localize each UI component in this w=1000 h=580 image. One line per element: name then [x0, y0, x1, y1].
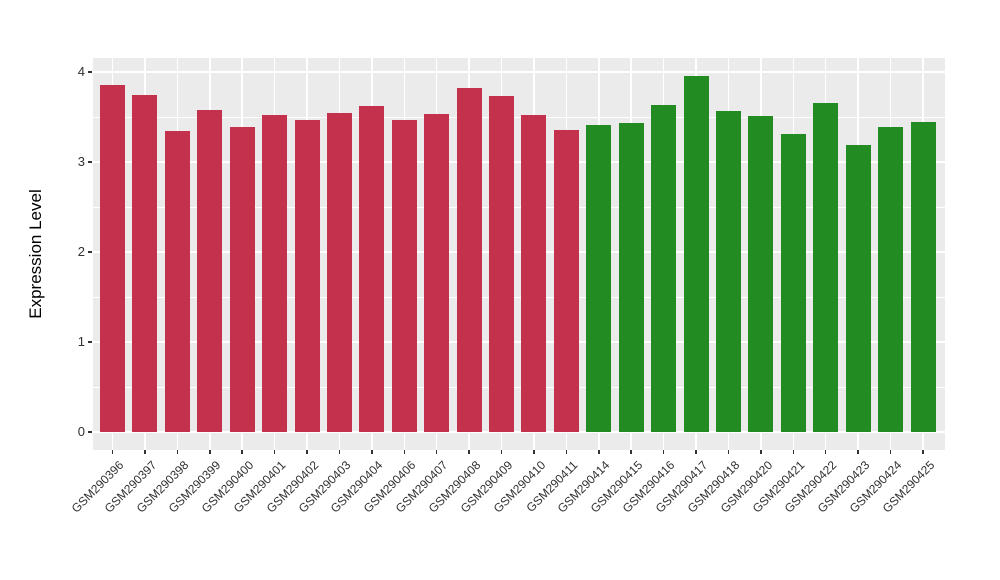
x-tick-mark: [565, 450, 568, 454]
x-tick-mark: [857, 450, 859, 454]
x-tick-mark: [630, 450, 632, 454]
bar-GSM290425: [910, 122, 936, 432]
x-tick-mark: [889, 450, 892, 454]
x-tick-mark: [533, 450, 535, 454]
bar-GSM290417: [683, 75, 709, 432]
bar-GSM290402: [294, 119, 320, 432]
x-tick-mark: [144, 450, 146, 454]
bar-GSM290409: [489, 96, 515, 432]
x-tick-mark: [111, 450, 114, 454]
bar-GSM290411: [553, 129, 579, 432]
bar-GSM290406: [391, 119, 417, 432]
x-tick-mark: [792, 450, 795, 454]
x-tick-mark: [371, 450, 373, 454]
x-tick-mark: [403, 450, 406, 454]
bar-GSM290396: [100, 84, 125, 432]
x-tick-mark: [176, 450, 179, 454]
x-tick-mark: [273, 450, 276, 454]
x-tick-mark: [922, 450, 924, 454]
bar-GSM290404: [359, 106, 385, 432]
y-tick-mark: [88, 251, 92, 253]
gridline-minor: [93, 296, 945, 298]
bar-GSM290423: [845, 144, 871, 432]
gridline-major: [93, 71, 945, 73]
bar-GSM290416: [651, 105, 677, 432]
y-tick-mark: [88, 71, 92, 73]
gridline-minor: [93, 116, 945, 118]
bar-GSM290424: [878, 126, 904, 432]
bar-GSM290422: [813, 102, 839, 432]
y-tick-label: 2: [77, 244, 85, 259]
bar-GSM290400: [229, 126, 255, 432]
gridline-major: [93, 431, 945, 433]
y-tick-label: 4: [77, 64, 85, 79]
gridline-major: [93, 161, 945, 163]
y-tick-label: 1: [77, 334, 85, 349]
gridline-minor: [93, 386, 945, 388]
bar-GSM290397: [132, 95, 158, 432]
x-tick-mark: [662, 450, 665, 454]
bar-GSM290403: [326, 113, 352, 432]
x-tick-mark: [500, 450, 503, 454]
bar-GSM290420: [748, 116, 774, 432]
bar-GSM290401: [262, 115, 288, 432]
x-tick-mark: [306, 450, 308, 454]
bar-GSM290410: [521, 115, 547, 432]
gridline-minor: [93, 206, 945, 208]
x-tick-mark: [760, 450, 762, 454]
x-tick-mark: [824, 450, 827, 454]
x-tick-mark: [241, 450, 243, 454]
bar-GSM290421: [780, 134, 806, 432]
x-tick-mark: [468, 450, 470, 454]
y-axis-title: Expression Level: [26, 189, 45, 319]
bar-GSM290408: [456, 88, 482, 432]
y-tick-mark: [88, 161, 92, 163]
bar-GSM290399: [197, 109, 223, 432]
y-tick-mark: [88, 341, 92, 343]
x-tick-mark: [598, 450, 600, 454]
bar-GSM290414: [586, 125, 612, 432]
y-tick-mark: [88, 431, 92, 433]
y-tick-label: 0: [77, 424, 85, 439]
x-tick-mark: [209, 450, 211, 454]
bar-GSM290398: [164, 130, 190, 432]
x-tick-mark: [435, 450, 438, 454]
gridline-major: [93, 251, 945, 253]
plot-panel: [93, 58, 945, 450]
bar-GSM290415: [618, 123, 644, 432]
x-tick-mark: [338, 450, 341, 454]
bar-GSM290407: [424, 114, 450, 432]
x-tick-mark: [727, 450, 730, 454]
x-tick-mark: [695, 450, 697, 454]
y-tick-label: 3: [77, 154, 85, 169]
bar-GSM290418: [715, 110, 741, 432]
gridline-major: [93, 341, 945, 343]
